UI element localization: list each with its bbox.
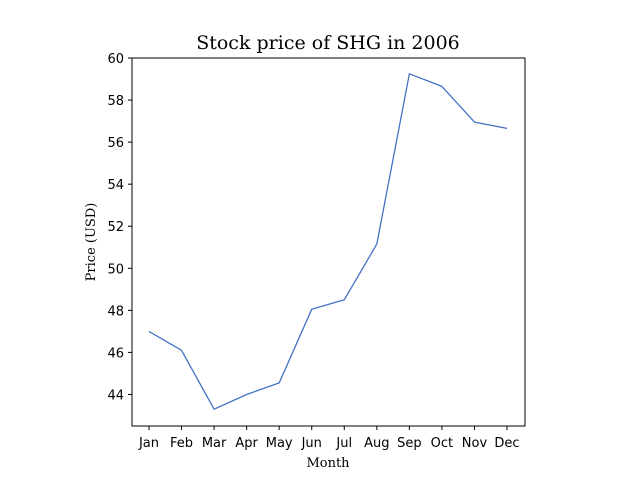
x-tick-label: Feb — [170, 436, 193, 451]
x-tick-label: Aug — [364, 436, 389, 451]
chart-title: Stock price of SHG in 2006 — [196, 32, 460, 54]
y-axis-label: Price (USD) — [84, 203, 99, 282]
x-tick-label: Jan — [138, 436, 159, 451]
y-tick-label: 44 — [107, 388, 124, 403]
x-tick-label: Apr — [235, 436, 258, 451]
x-tick-label: Mar — [202, 436, 227, 451]
x-axis-label: Month — [306, 456, 350, 471]
x-tick-label: Nov — [462, 436, 488, 451]
y-tick-label: 54 — [107, 178, 124, 193]
y-tick-label: 52 — [107, 220, 124, 235]
y-tick-label: 46 — [107, 346, 124, 361]
y-tick-label: 50 — [107, 262, 124, 277]
plot-area: 44 46 48 50 52 54 56 58 60 Jan Feb Mar Apr May Jun Jul A… — [107, 52, 526, 451]
y-tick-label: 56 — [107, 136, 124, 151]
x-tick-label: May — [266, 436, 293, 451]
x-tick-label: Jun — [301, 436, 322, 451]
plot-frame — [131, 57, 526, 427]
y-tick-label: 58 — [107, 94, 124, 109]
y-tick-label: 48 — [107, 304, 124, 319]
x-tick-label: Dec — [494, 436, 519, 451]
series-line — [148, 73, 508, 410]
x-tick-label: Jul — [335, 436, 352, 451]
x-tick-label: Sep — [397, 436, 422, 451]
x-tick-label: Oct — [431, 436, 453, 451]
y-tick-label: 60 — [107, 52, 124, 67]
